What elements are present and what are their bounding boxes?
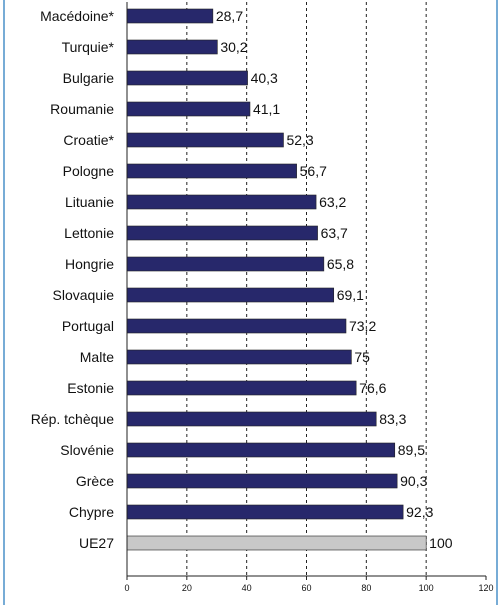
category-label-bulgarie: Bulgarie [63,70,115,86]
x-tick-label-0: 0 [124,583,129,593]
x-tick-label-40: 40 [242,583,252,593]
bar-lituanie [126,194,317,210]
x-tick-label-100: 100 [419,583,434,593]
bar-estonie [126,380,357,396]
bar-roumanie [126,101,251,117]
bar-grece [126,473,398,489]
value-label-ue27: 100 [429,535,453,551]
bar-lettonie [126,225,318,241]
category-label-ue27: UE27 [79,535,114,551]
category-label-turquie: Turquie* [62,39,115,55]
category-label-malte: Malte [80,349,114,365]
value-label-rep-tcheque: 83,3 [379,411,406,427]
bar-slovaquie [126,287,335,303]
value-label-croatie: 52,3 [286,132,313,148]
bar-ue27 [126,535,427,551]
x-axis: 0 20 40 60 80 100 120 [124,2,494,593]
labels: Macédoine* 28,7 Turquie* 30,2 Bulgarie 40,3 Ro… [31,8,453,551]
x-tick-label-20: 20 [182,583,192,593]
category-label-chypre: Chypre [69,504,114,520]
x-tick-label-80: 80 [361,583,371,593]
value-label-pologne: 56,7 [300,163,327,179]
category-label-portugal: Portugal [62,318,114,334]
value-label-slovenie: 89,5 [398,442,425,458]
value-label-lituanie: 63,2 [319,194,346,210]
value-label-estonie: 76,6 [359,380,386,396]
category-label-hongrie: Hongrie [65,256,114,272]
value-label-chypre: 92,3 [406,504,433,520]
category-label-macedoine: Macédoine* [40,8,114,24]
category-label-grece: Grèce [76,473,114,489]
x-tick-label-60: 60 [301,583,311,593]
bars [126,8,427,551]
bar-portugal [126,318,347,334]
value-label-slovaquie: 69,1 [337,287,364,303]
bar-pologne [126,163,297,179]
value-label-hongrie: 65,8 [327,256,354,272]
value-label-roumanie: 41,1 [253,101,280,117]
x-tick-label-120: 120 [478,583,493,593]
bar-rep-tcheque [126,411,377,427]
bar-macedoine [126,8,214,24]
value-label-lettonie: 63,7 [321,225,348,241]
category-label-croatie: Croatie* [63,132,114,148]
category-label-roumanie: Roumanie [50,101,114,117]
category-label-slovaquie: Slovaquie [53,287,115,303]
bar-chypre [126,504,404,520]
value-label-grece: 90,3 [400,473,427,489]
category-label-slovenie: Slovénie [60,442,114,458]
category-label-pologne: Pologne [63,163,115,179]
category-label-estonie: Estonie [67,380,114,396]
bar-turquie [126,39,218,55]
value-label-bulgarie: 40,3 [251,70,278,86]
bar-slovenie [126,442,396,458]
bar-hongrie [126,256,325,272]
value-label-portugal: 73,2 [349,318,376,334]
category-label-rep-tcheque: Rép. tchèque [31,411,114,427]
bar-bulgarie [126,70,248,86]
value-label-malte: 75 [354,349,370,365]
bar-croatie [126,132,284,148]
bar-malte [126,349,352,365]
category-label-lituanie: Lituanie [65,194,114,210]
category-label-lettonie: Lettonie [64,225,114,241]
value-label-macedoine: 28,7 [216,8,243,24]
value-label-turquie: 30,2 [220,39,247,55]
